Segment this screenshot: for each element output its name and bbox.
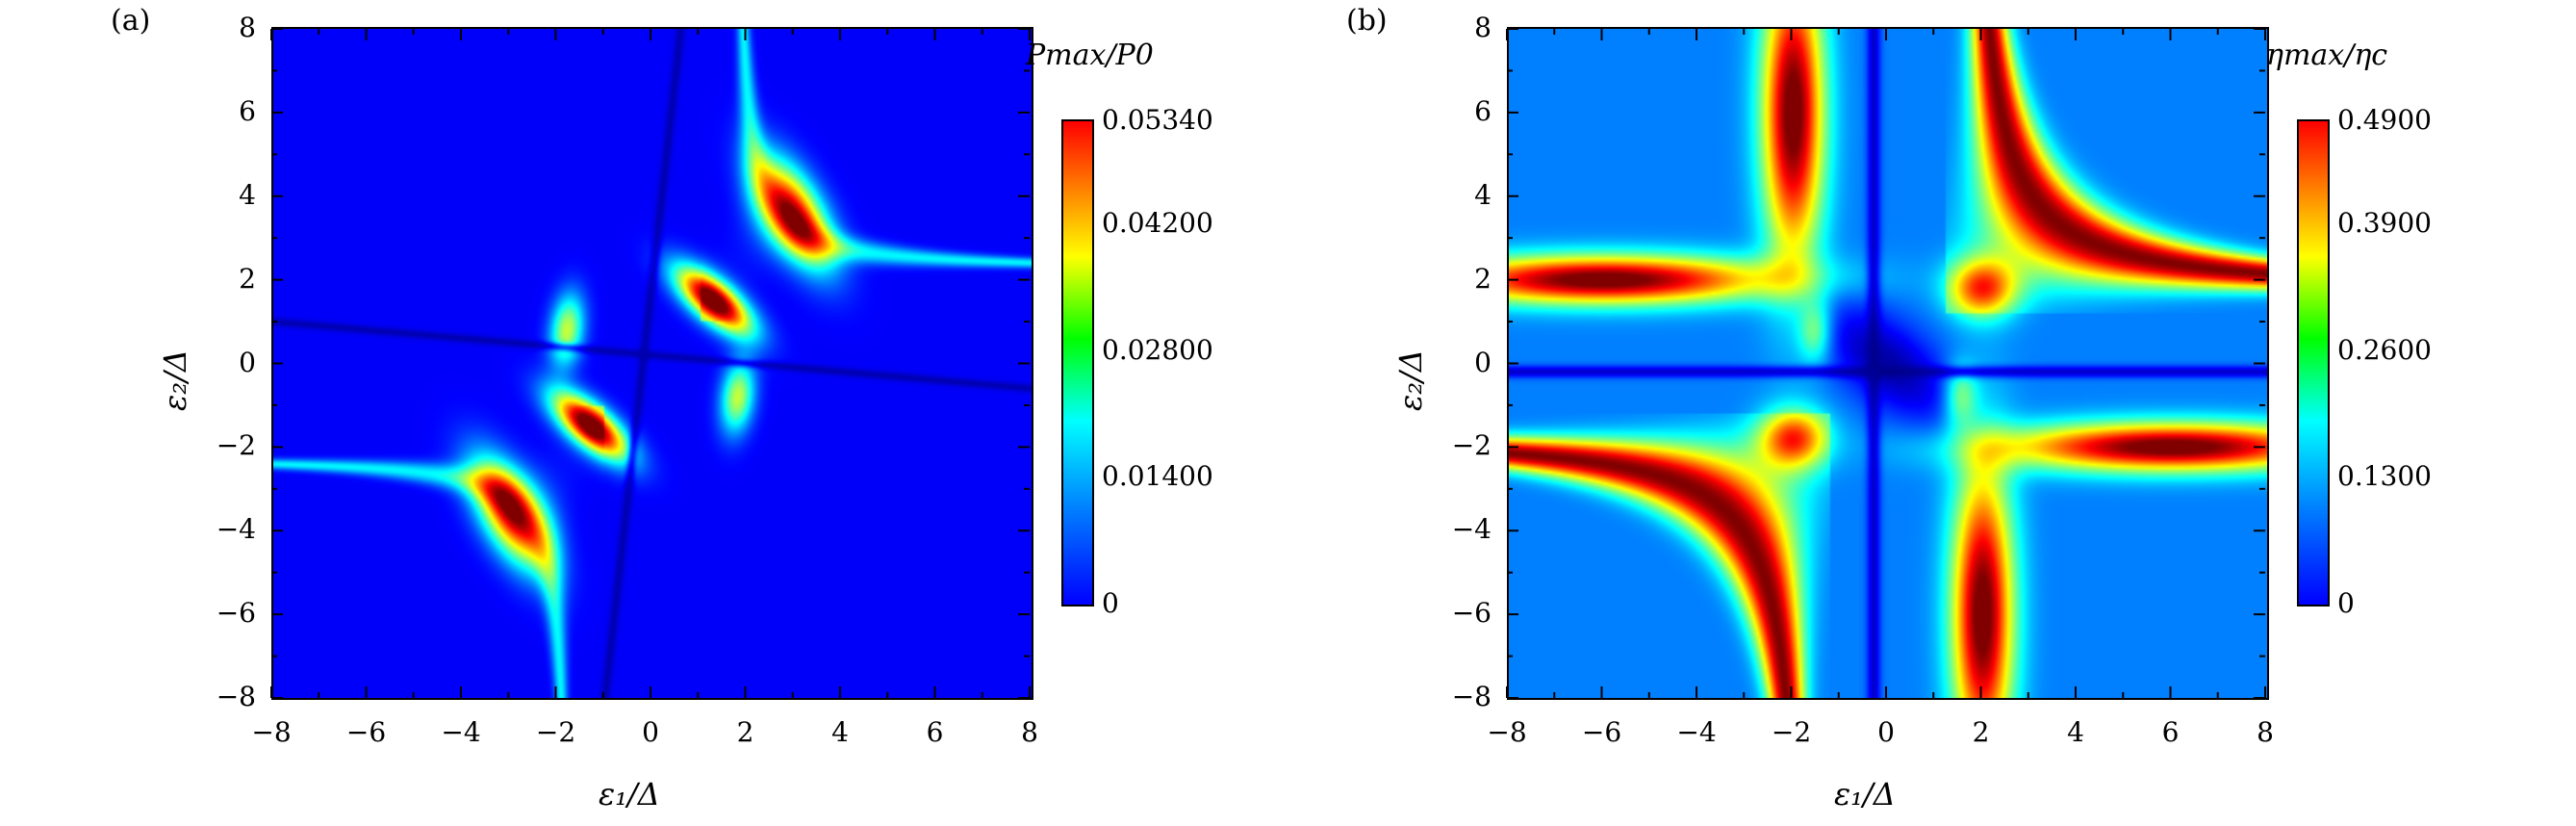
colorbar-tick-label: 0.2600	[2337, 333, 2432, 366]
y-tick-label: −4	[1451, 513, 1492, 546]
colorbar-tick-label: 0.4900	[2337, 104, 2432, 136]
colorbar-tick-label: 0.01400	[1102, 460, 1213, 493]
heatmap-plot-area	[1507, 27, 2269, 700]
y-tick-label: −2	[216, 429, 256, 462]
x-tick-label: 0	[1877, 716, 1895, 748]
colorbar-tick-label: 0	[2337, 587, 2355, 619]
y-axis-label: ε₂/Δ	[156, 349, 193, 411]
x-tick-label: −2	[1771, 716, 1812, 748]
x-tick-label: −4	[1676, 716, 1717, 748]
x-tick-label: −4	[441, 716, 481, 748]
axes-ticks	[270, 28, 1092, 699]
y-tick-label: 2	[1474, 262, 1492, 295]
x-tick-label: −6	[1581, 716, 1622, 748]
colorbar-tick-label: 0	[1102, 587, 1119, 619]
x-axis-label: ε₁/Δ	[599, 776, 660, 813]
x-axis-label: ε₁/Δ	[1834, 776, 1896, 813]
y-tick-label: 2	[239, 262, 256, 295]
heatmap-plot-area	[271, 27, 1033, 700]
panel-label: (b)	[1346, 4, 1388, 38]
x-tick-label: 2	[1972, 716, 1990, 748]
heatmap-canvas	[273, 29, 1032, 698]
y-tick-label: −2	[1451, 429, 1492, 462]
colorbar	[1061, 119, 1094, 607]
colorbar-tick-label: 0.04200	[1102, 207, 1213, 240]
x-tick-label: 8	[1021, 716, 1038, 748]
y-axis-label: ε₂/Δ	[1391, 349, 1429, 411]
y-tick-label: 8	[1474, 12, 1492, 43]
chart-panel-a: (a) −8 −6 −4 −2 0 2 4 6 8 8 6 4 2 0 −2 −4 −6 −8 ε₁/Δ ε₂/…	[111, 4, 1213, 813]
y-tick-label: 4	[1474, 178, 1492, 211]
y-tick-label: −6	[216, 597, 256, 630]
x-tick-label: 6	[926, 716, 944, 748]
colorbar-tick-label: 0.02800	[1102, 333, 1213, 366]
x-tick-label: −2	[535, 716, 576, 748]
y-tick-label: 4	[239, 178, 256, 211]
x-tick-label: −6	[345, 716, 387, 748]
y-tick-label: −8	[1451, 681, 1492, 712]
y-tick-label: 0	[239, 346, 256, 378]
x-tick-label: −8	[1487, 716, 1527, 748]
x-tick-label: −8	[251, 716, 292, 748]
x-tick-label: 8	[2257, 716, 2274, 748]
x-tick-label: 4	[2067, 716, 2084, 748]
x-tick-label: 4	[831, 716, 849, 748]
y-tick-label: 6	[239, 94, 256, 127]
colorbar-title: Pmax/P0	[1026, 39, 1154, 72]
chart-panel-b: (b) −8 −6 −4 −2 0 2 4 6 8 8 6 4 2 0 −2 −4 −6 −8 ε₁/Δ ε₂/…	[1288, 0, 2576, 826]
y-tick-label: −8	[216, 681, 256, 712]
y-tick-label: −4	[216, 513, 256, 546]
colorbar-tick-label: 0.1300	[2337, 460, 2432, 493]
y-tick-label: 0	[1474, 346, 1492, 378]
colorbar-title: ηmax/ηc	[2266, 39, 2388, 72]
colorbar	[2297, 119, 2330, 607]
heatmap-canvas	[1509, 29, 2267, 698]
x-tick-label: 0	[642, 716, 659, 748]
y-tick-label: −6	[1451, 597, 1492, 630]
colorbar-tick-label: 0.05340	[1102, 104, 1213, 136]
colorbar-tick-label: 0.3900	[2337, 207, 2432, 240]
panel-label: (a)	[111, 4, 151, 38]
y-tick-label: 8	[239, 12, 256, 43]
x-tick-label: 6	[2161, 716, 2180, 748]
x-tick-label: 2	[736, 716, 754, 748]
y-tick-label: 6	[1474, 94, 1492, 127]
